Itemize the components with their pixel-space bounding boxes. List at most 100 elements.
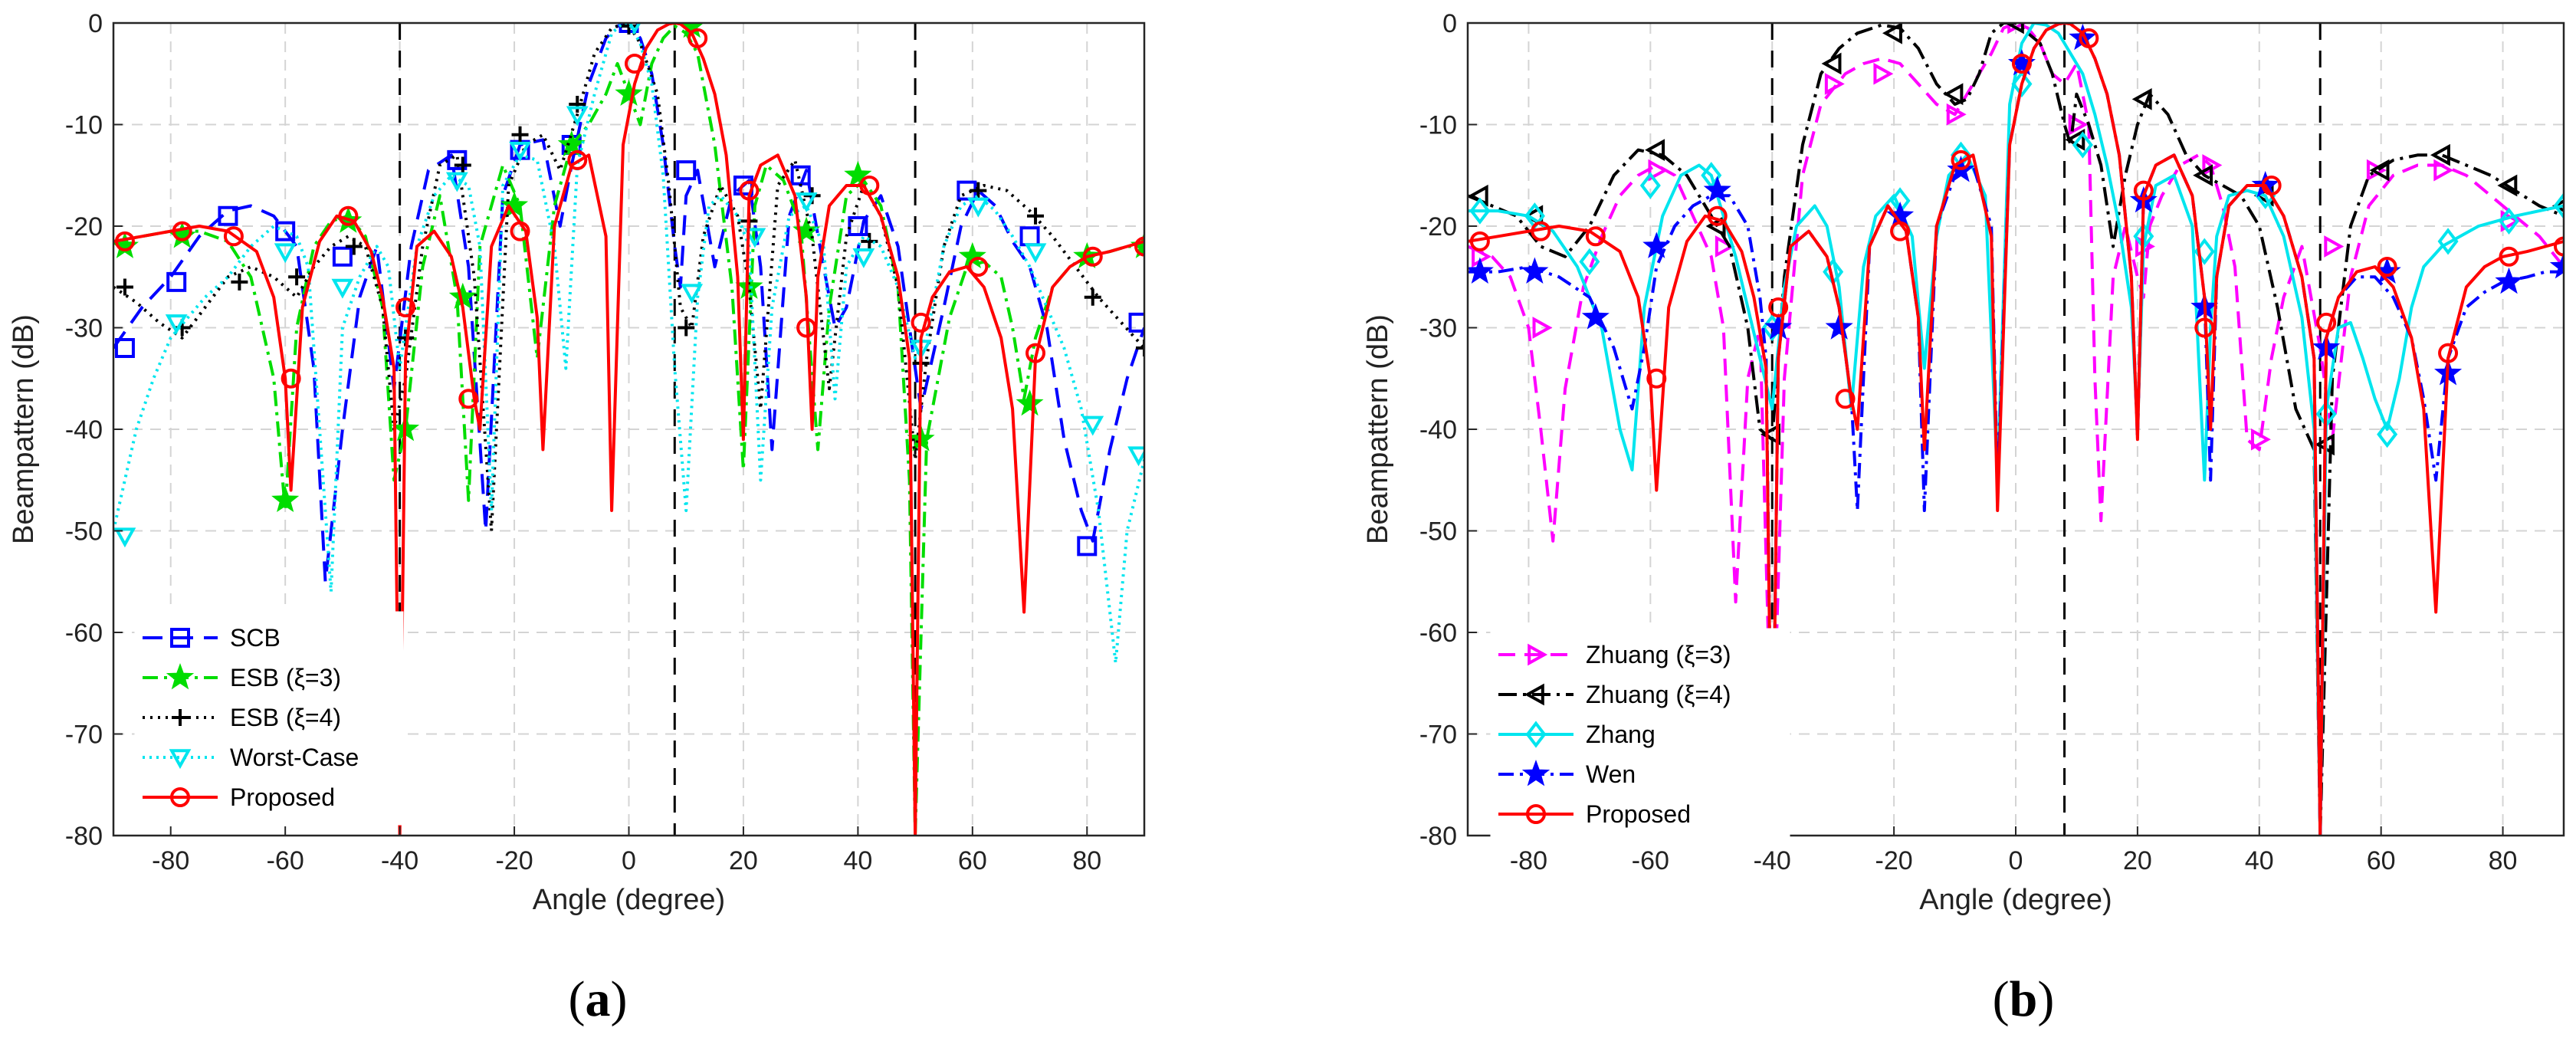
panel-b-series-zhuang-4-marker: [1943, 83, 1964, 106]
panel-b-ytick-label: -30: [1419, 314, 1457, 343]
panel-a-series-worst-case-marker: [1081, 415, 1104, 436]
panel-b-series-proposed-marker: [1707, 205, 1728, 226]
panel-b-xtick-label: 0: [2009, 846, 2023, 875]
panel-b-series-zhuang-4-marker: [2430, 143, 2450, 166]
panel-b-legend-wen-label: Wen: [1586, 760, 1636, 788]
panel-b-series-proposed-marker: [1890, 221, 1911, 241]
panel-b-series-proposed-marker: [2079, 28, 2099, 48]
panel-a-xtick-label: 20: [729, 846, 758, 875]
panel-a-xtick-label: 0: [622, 846, 636, 875]
panel-b-series-proposed-line: [1468, 23, 2564, 836]
panel-b-xtick-label: 20: [2123, 846, 2152, 875]
panel-a-series-scb-marker: [1077, 536, 1098, 557]
panel-b-ytick-label: -80: [1419, 822, 1457, 851]
panel-a-ytick-label: -70: [65, 721, 103, 750]
panel-b-series-zhang-marker: [1639, 172, 1661, 199]
panel-b-legend-zhuang-3-label: Zhuang (ξ=3): [1586, 641, 1731, 668]
panel-a-series-esb-3-marker: [1016, 389, 1044, 416]
panel-b-xtick-label: 80: [2489, 846, 2518, 875]
panel-b-series-zhuang-4-marker: [1882, 23, 1902, 44]
panel-b-legend-zhuang-3-marker: [1528, 643, 1548, 666]
panel-a-series-esb-4-marker: [454, 156, 471, 174]
panel-a-series-scb-marker: [790, 165, 811, 186]
panel-b-series-zhuang-3-marker: [2250, 428, 2271, 451]
panel-b-series-zhuang-4-marker: [2003, 23, 2024, 34]
panel-a-ytick-label: -10: [65, 111, 103, 140]
panel-b-series-proposed-marker: [2261, 176, 2282, 195]
panel-a-xtick-label: 60: [958, 846, 987, 875]
panel-b-series-zhuang-3-marker: [2433, 159, 2454, 182]
panel-a-series-esb-3-line: [113, 25, 1144, 836]
panel-a-series-worst-case-marker: [743, 228, 766, 248]
panel-a-series-worst-case-marker: [566, 106, 589, 126]
panel-a-series-proposed-marker: [1025, 343, 1046, 363]
panel-b-xtick-label: -80: [1510, 846, 1547, 875]
subplot-b: -80 -60 -40 -20 0 20 40 60 80 0 -10 -20 -30 -40 -50 -60…: [1362, 9, 2565, 1027]
panel-b-legend-zhuang-4-label: Zhuang (ξ=4): [1586, 681, 1731, 708]
panel-a-series-proposed-marker: [395, 297, 416, 317]
panel-a-series-esb-4-marker: [231, 273, 248, 291]
panel-a-series-worst-case-marker: [165, 314, 188, 334]
panel-a-series-worst-case-marker: [274, 243, 297, 264]
panel-a-ytick-label: -30: [65, 314, 103, 343]
panel-a-caption: (a): [569, 971, 628, 1027]
panel-a-series-proposed-marker: [114, 231, 135, 251]
panel-b-series-zhang-marker: [2377, 421, 2398, 448]
panel-b-series-proposed-marker: [2438, 343, 2459, 363]
panel-a-series-proposed-marker: [1082, 246, 1103, 267]
panel-a-series-esb-3-marker: [557, 130, 586, 157]
panel-b-xtick-label: 60: [2367, 846, 2396, 875]
panel-b-series-wen-marker: [1468, 257, 1494, 284]
panel-a-series-scb-marker: [733, 176, 753, 195]
panel-b-series-zhuang-3-marker: [2366, 159, 2387, 182]
panel-a-series-proposed-marker: [223, 226, 244, 247]
panel-a-series-proposed-marker: [458, 389, 479, 409]
panel-a-series-scb-marker: [332, 246, 353, 267]
panel-a-legend-esb-3-marker: [166, 662, 195, 690]
panel-a-series-proposed-marker: [567, 149, 588, 170]
panel-a-series-scb-marker: [676, 160, 697, 181]
panel-a-series-worst-case-marker: [681, 284, 704, 304]
panel-a-legend-esb-4-label: ESB (ξ=4): [230, 704, 341, 731]
panel-b-legend-proposed-marker: [1526, 804, 1546, 824]
panel-a-series-worst-case-marker: [445, 172, 468, 192]
panel-b-series-proposed-marker: [2499, 246, 2519, 267]
panel-a-series-group: [113, 23, 1144, 836]
panel-b-series-zhuang-4-marker: [1705, 215, 1726, 238]
panel-a-legend-worst-case-marker: [169, 749, 192, 770]
panel-b-series-zhuang-4-marker: [1821, 52, 1842, 75]
panel-b-series-zhuang-4-line: [1468, 23, 2564, 836]
panel-b-series-zhuang-3-marker: [1648, 159, 1669, 182]
panel-b-xtick-label: -20: [1875, 846, 1913, 875]
panel-a-series-esb-4-marker: [678, 319, 695, 337]
panel-b-series-proposed-marker: [1469, 231, 1490, 251]
panel-a-ytick-label: -40: [65, 415, 103, 445]
panel-a-series-worst-case-marker: [852, 248, 875, 268]
panel-a-series-scb-marker: [447, 149, 468, 170]
panel-a-series-esb-3-marker: [615, 79, 643, 107]
panel-b-series-zhuang-3-marker: [2324, 235, 2345, 258]
panel-a-legend-esb-3-label: ESB (ξ=3): [230, 664, 341, 691]
panel-a-series-scb-line: [113, 23, 1144, 583]
panel-b-ytick-label: -50: [1419, 517, 1457, 547]
panel-a-xtick-label: 40: [843, 846, 872, 875]
panel-b-series-zhuang-3-marker: [1873, 62, 1894, 85]
panel-a-series-scb-marker: [1128, 312, 1144, 333]
panel-b-legend-zhuang-4-marker: [1524, 683, 1544, 706]
panel-b-series-zhang-marker: [2553, 192, 2564, 220]
panel-b-caption: (b): [1993, 971, 2055, 1027]
panel-b-series-zhang-marker: [1469, 197, 1491, 225]
panel-a-ytick-label: -50: [65, 517, 103, 547]
panel-b-series-wen-marker: [1642, 232, 1671, 258]
panel-b-legend-zhang-label: Zhang: [1586, 721, 1656, 748]
panel-a-ytick-label: 0: [88, 9, 103, 38]
panel-b-xtick-label: -60: [1632, 846, 1669, 875]
panel-a-series-scb-marker: [166, 271, 187, 292]
subplot-a: -80 -60 -40 -20 0 20 40 60 80 0 -10 -20 -30 -40 -50 -60…: [8, 9, 1146, 1027]
panel-a-xtick-label: -80: [152, 846, 189, 875]
panel-b-legend-wen-marker: [1521, 759, 1551, 786]
panel-b-series-proposed-marker: [2377, 257, 2397, 277]
panel-a-legend-esb-4-marker: [172, 709, 189, 726]
panel-b-series-zhuang-4-marker: [2497, 174, 2518, 197]
panel-b-series-zhuang-3-marker: [2068, 113, 2089, 136]
